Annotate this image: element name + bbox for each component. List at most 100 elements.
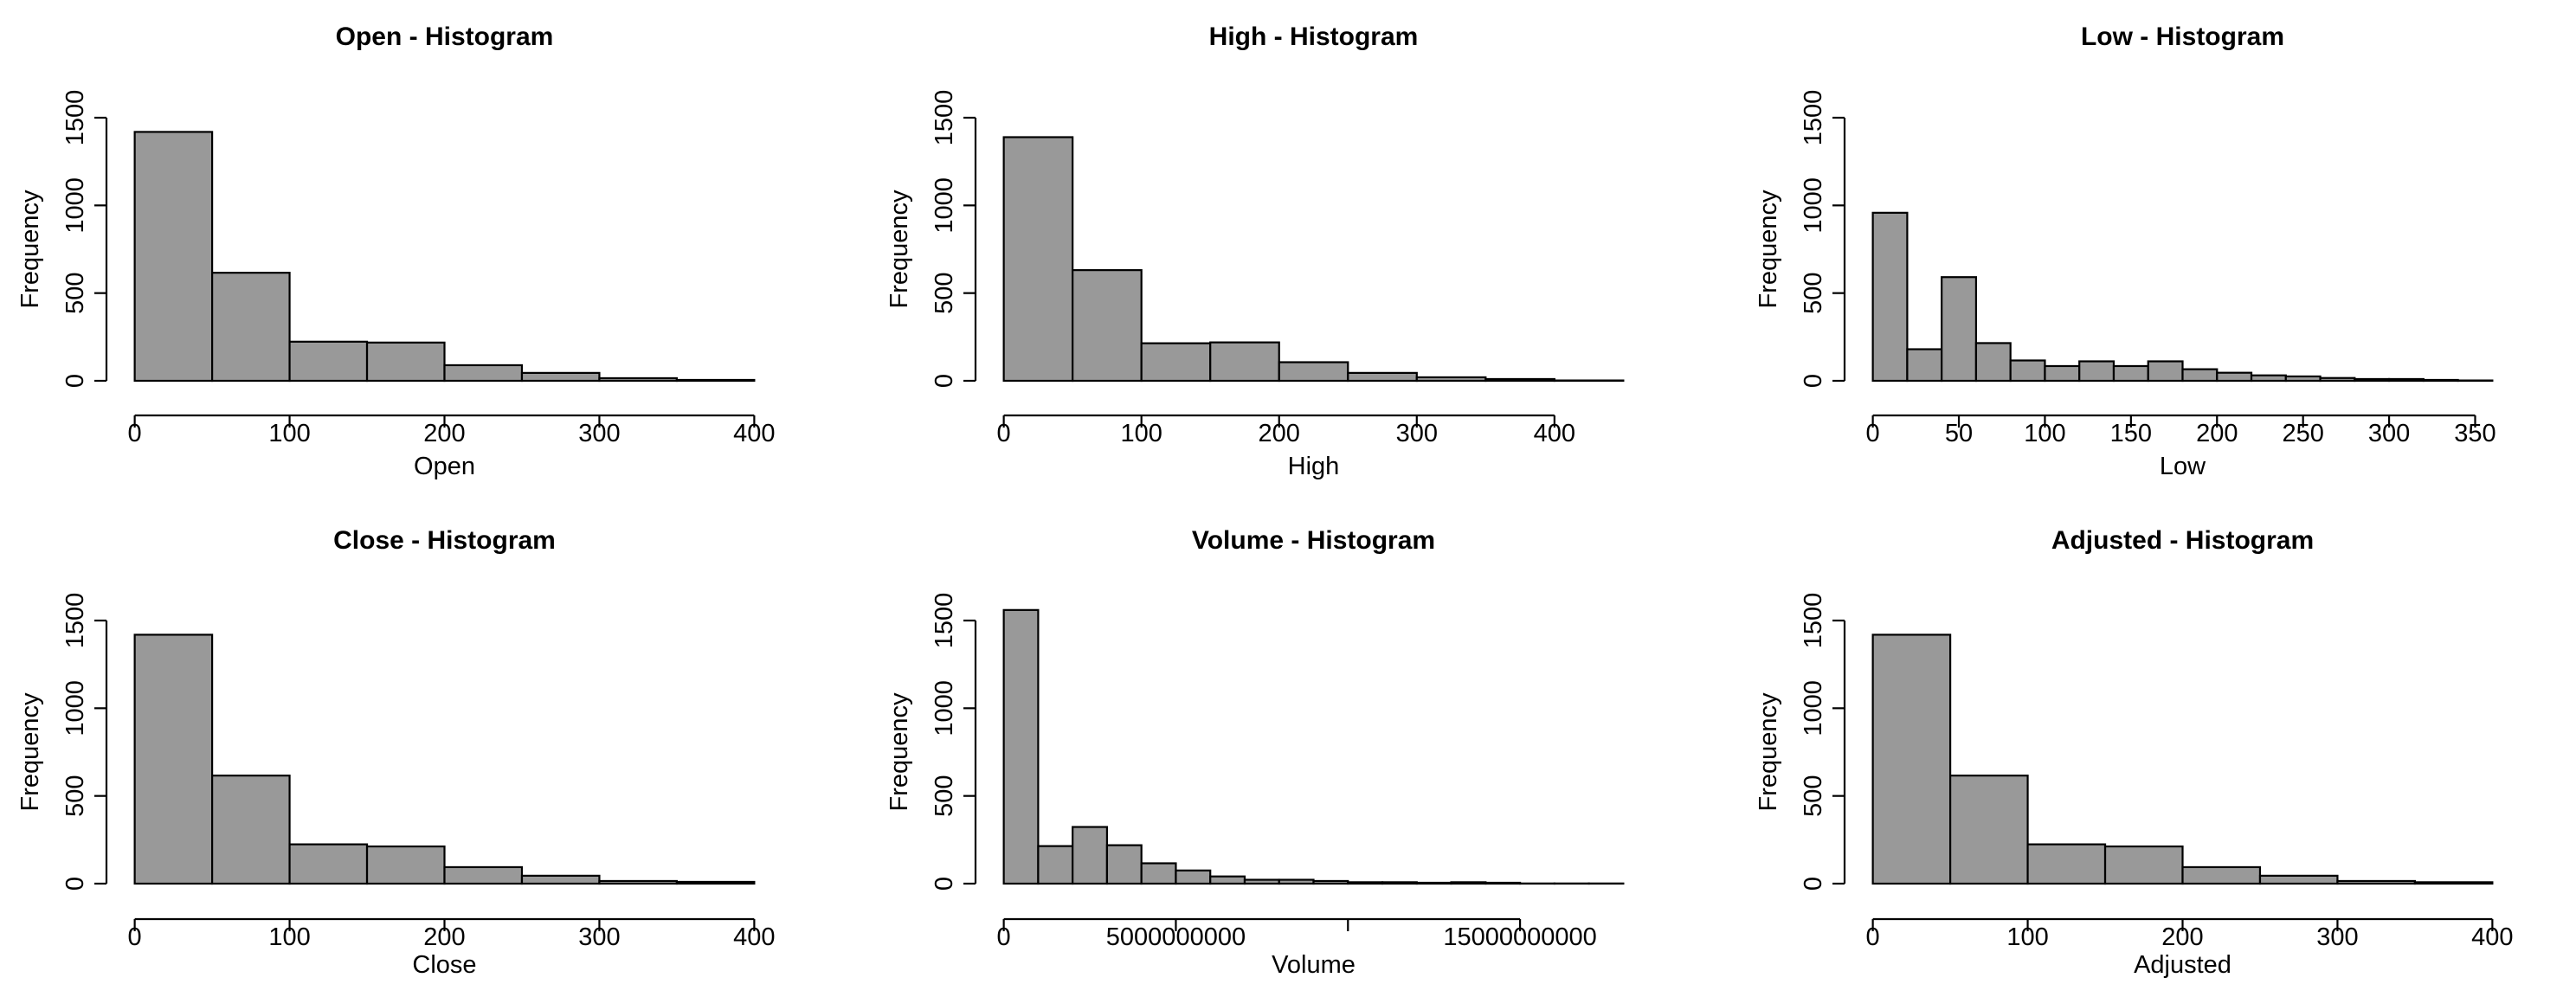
y-tick-label: 1500 <box>931 593 958 649</box>
x-tick-label: 300 <box>1396 420 1438 447</box>
x-tick-label: 0 <box>128 923 142 951</box>
y-tick-label: 0 <box>61 877 89 891</box>
histogram-bar <box>1484 377 1555 383</box>
x-tick-label: 200 <box>423 420 465 447</box>
histogram-panel-open: Open - Histogram 0 500 1000 1500 Frequency 0 10… <box>16 23 776 480</box>
x-tick-label: 5000000000 <box>1106 923 1246 951</box>
x-axis-label: Volume <box>1272 951 1356 979</box>
histogram-bar <box>2336 879 2417 885</box>
y-tick-label: 1000 <box>931 680 958 736</box>
histogram-bar <box>365 845 446 885</box>
x-tick-label: 100 <box>268 420 310 447</box>
x-tick-label: 300 <box>578 420 620 447</box>
histogram-bar <box>2387 377 2425 383</box>
x-tick-label: 200 <box>423 923 465 951</box>
histogram-bar <box>2112 364 2149 383</box>
x-tick-label: 400 <box>733 923 775 951</box>
y-tick-label: 500 <box>1800 775 1827 816</box>
x-tick-label: 200 <box>1259 420 1300 447</box>
histogram-bar <box>1175 869 1212 885</box>
y-tick-label: 500 <box>1800 272 1827 313</box>
chart-title: Volume - Histogram <box>1192 526 1435 555</box>
histogram-panel-low: Low - Histogram 0 500 1000 1500 Frequency 0 50 1… <box>1755 23 2496 480</box>
histogram-bar <box>2319 376 2356 383</box>
histogram-bar <box>2009 359 2046 383</box>
histogram-bar <box>2413 881 2494 885</box>
x-tick-label: 15000000000 <box>1443 923 1596 951</box>
x-tick-label: 0 <box>997 923 1011 951</box>
histogram-bar <box>1105 844 1143 885</box>
histogram-bar <box>2181 865 2262 885</box>
histogram-bar <box>1209 875 1246 885</box>
x-axis-label: Low <box>2160 453 2206 480</box>
histogram-bar <box>598 376 679 383</box>
y-tick-label: 1000 <box>1800 680 1827 736</box>
histogram-bar <box>2216 371 2253 383</box>
histogram-bar <box>1906 348 1943 383</box>
histogram-bar <box>1415 376 1487 383</box>
y-axis-label: Frequency <box>1755 190 1782 309</box>
histogram-bar <box>1948 775 2029 885</box>
x-tick-label: 0 <box>1866 420 1880 447</box>
histogram-bar <box>288 843 369 885</box>
histogram-panel-close: Close - Histogram 0 500 1000 1500 Frequency 0 1… <box>16 526 776 979</box>
histogram-bar <box>1941 276 1978 383</box>
x-tick-label: 250 <box>2282 420 2323 447</box>
histogram-bar <box>1209 341 1280 383</box>
histogram-bar <box>1278 878 1315 885</box>
y-tick-label: 0 <box>61 374 89 388</box>
histogram-bar <box>2044 364 2081 383</box>
x-tick-label: 0 <box>1866 923 1880 951</box>
y-tick-label: 500 <box>61 272 89 313</box>
x-axis-label: Adjusted <box>2134 951 2231 979</box>
x-tick-label: 400 <box>1534 420 1575 447</box>
x-axis-label: High <box>1288 453 1340 480</box>
y-tick-label: 1500 <box>1800 90 1827 146</box>
x-tick-label: 350 <box>2454 420 2496 447</box>
histogram-bar <box>443 865 524 885</box>
x-tick-label: 100 <box>2006 923 2048 951</box>
histogram-bar <box>1002 608 1040 885</box>
histogram-bar <box>1002 136 1074 383</box>
x-axis-label: Close <box>412 951 476 979</box>
histogram-bar <box>288 340 369 383</box>
x-tick-label: 100 <box>2024 420 2065 447</box>
histogram-bar <box>1037 845 1074 885</box>
chart-title: Low - Histogram <box>2081 23 2284 51</box>
y-tick-label: 1000 <box>1800 177 1827 234</box>
x-tick-label: 100 <box>268 923 310 951</box>
histogram-bar <box>1871 211 1909 383</box>
y-tick-label: 1000 <box>61 177 89 234</box>
histogram-bar <box>210 775 291 885</box>
y-tick-label: 0 <box>1800 877 1827 891</box>
chart-title: Open - Histogram <box>336 23 554 51</box>
y-tick-label: 1500 <box>931 90 958 146</box>
histogram-bar <box>1484 881 1522 885</box>
y-tick-label: 0 <box>931 877 958 891</box>
chart-title: Close - Histogram <box>333 526 556 555</box>
y-axis-label: Frequency <box>886 190 913 309</box>
y-tick-label: 500 <box>931 775 958 816</box>
histogram-bar <box>1415 881 1452 885</box>
x-tick-label: 400 <box>2471 923 2513 951</box>
histogram-bar <box>1347 881 1384 885</box>
y-tick-label: 0 <box>1800 374 1827 388</box>
x-tick-label: 0 <box>997 420 1011 447</box>
x-tick-label: 300 <box>578 923 620 951</box>
x-tick-label: 200 <box>2196 420 2238 447</box>
histogram-bar <box>1871 634 1952 885</box>
y-tick-label: 1000 <box>931 177 958 234</box>
histogram-bar <box>1072 826 1109 885</box>
histogram-bar <box>443 363 524 383</box>
histogram-bar <box>1381 881 1418 885</box>
histogram-bar <box>365 341 446 383</box>
histogram-bar <box>1450 881 1487 885</box>
histogram-bar <box>133 131 214 383</box>
y-tick-label: 0 <box>931 374 958 388</box>
y-axis-label: Frequency <box>886 692 913 812</box>
histogram-bar <box>2422 378 2459 383</box>
y-axis-label: Frequency <box>16 692 44 812</box>
x-tick-label: 300 <box>2316 923 2358 951</box>
